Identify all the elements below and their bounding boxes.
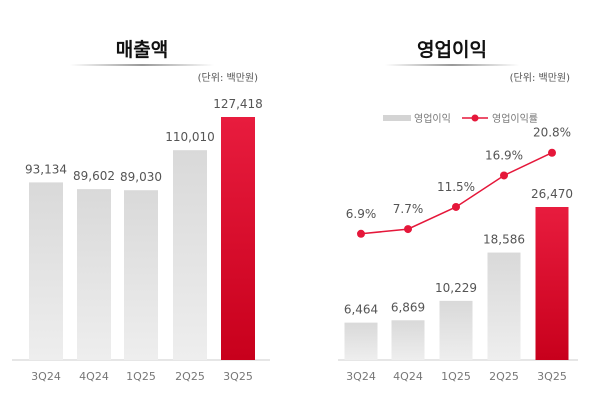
revenue-value-label: 127,418 xyxy=(213,97,263,111)
revenue-value-label: 110,010 xyxy=(165,130,215,144)
legend-bar-label: 영업이익 xyxy=(414,112,451,125)
op-margin-point xyxy=(404,225,412,234)
op-unit: (단위: 백만원) xyxy=(510,71,570,84)
revenue-unit: (단위: 백만원) xyxy=(198,71,258,84)
x-tick-label: 2Q25 xyxy=(175,370,205,383)
op-profit-bar xyxy=(439,300,473,360)
op-margin-label: 7.7% xyxy=(393,202,424,216)
x-tick-label: 4Q24 xyxy=(79,370,109,383)
legend-bar-swatch xyxy=(383,115,411,121)
op-profit-bar xyxy=(344,322,378,360)
revenue-bar xyxy=(29,182,63,360)
op-margin-label: 20.8% xyxy=(533,126,571,140)
x-tick-label: 3Q25 xyxy=(537,370,567,383)
operating-profit-chart: 6,464 3Q24 6,869 4Q24 10,229 1Q25 18,586 2Q25 26… xyxy=(338,126,578,383)
op-profit-value-label: 10,229 xyxy=(435,281,477,295)
revenue-title-underline xyxy=(70,64,214,66)
revenue-bar xyxy=(221,117,255,360)
op-margin-label: 6.9% xyxy=(346,207,377,221)
op-margin-point xyxy=(357,229,365,238)
op-profit-value-label: 6,869 xyxy=(391,300,425,314)
revenue-value-label: 93,134 xyxy=(25,162,67,176)
x-tick-label: 4Q24 xyxy=(393,370,423,383)
revenue-chart: 93,134 3Q24 89,602 4Q24 89,030 1Q25 110,010 2Q2… xyxy=(12,97,270,383)
x-tick-label: 3Q24 xyxy=(31,370,61,383)
revenue-bar xyxy=(124,190,158,360)
x-tick-label: 1Q25 xyxy=(441,370,471,383)
op-margin-point xyxy=(548,148,556,157)
op-profit-bar xyxy=(487,252,521,360)
op-profit-value-label: 26,470 xyxy=(531,187,573,201)
x-tick-label: 3Q24 xyxy=(346,370,376,383)
revenue-bar xyxy=(173,150,207,360)
op-profit-value-label: 18,586 xyxy=(483,233,525,247)
op-margin-label: 16.9% xyxy=(485,148,523,162)
x-tick-label: 3Q25 xyxy=(223,370,253,383)
op-title-underline xyxy=(385,64,519,66)
op-margin-label: 11.5% xyxy=(437,180,475,194)
x-tick-label: 2Q25 xyxy=(489,370,519,383)
op-margin-point xyxy=(500,171,508,180)
legend-line-marker xyxy=(471,114,479,122)
op-margin-point xyxy=(452,202,460,211)
x-tick-label: 1Q25 xyxy=(126,370,156,383)
legend-line-label: 영업이익률 xyxy=(492,112,538,125)
revenue-bar xyxy=(77,189,111,360)
op-profit-value-label: 6,464 xyxy=(344,303,378,317)
revenue-value-label: 89,602 xyxy=(73,169,115,183)
op-title: 영업이익 xyxy=(417,39,487,61)
revenue-title: 매출액 xyxy=(116,39,168,61)
op-profit-bar xyxy=(535,207,569,360)
revenue-value-label: 89,030 xyxy=(120,170,162,184)
op-profit-bar xyxy=(391,320,425,360)
